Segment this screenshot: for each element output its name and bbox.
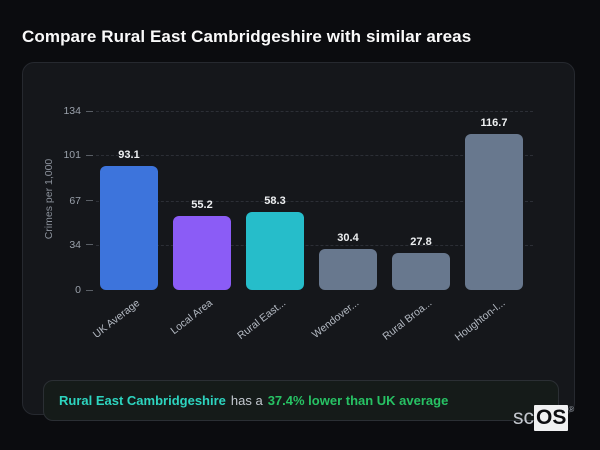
chart-card: Crimes per 1,000 0 34 67 101 134 93.1 UK Avera…: [22, 62, 575, 421]
bar-local-area: [173, 216, 231, 290]
y-tick-label: 67: [69, 194, 81, 207]
y-tick-label: 134: [63, 105, 81, 117]
gridline-34: [96, 244, 533, 246]
registered-trademark-icon: ®: [568, 405, 575, 414]
logo-prefix: sc: [513, 406, 534, 429]
y-tick-67: 67: [23, 193, 93, 209]
y-tick-label: 34: [69, 238, 81, 251]
y-tick-mark: [86, 154, 93, 156]
plot-area: Crimes per 1,000 0 34 67 101 134 93.1 UK Avera…: [23, 63, 574, 414]
x-tick-label-uk-average: UK Average: [90, 297, 143, 341]
bar-houghton-l: [465, 134, 523, 290]
bar-wendover: [319, 249, 377, 290]
y-tick-label: 0: [75, 284, 81, 296]
comparison-note: Rural East Cambridgeshire has a 37.4% lo…: [43, 380, 559, 421]
x-tick-label-houghton-l: Houghton-l...: [452, 297, 508, 344]
page-title: Compare Rural East Cambridgeshire with s…: [22, 27, 472, 46]
y-tick-mark: [86, 244, 93, 246]
scos-logo: sc OS ®: [513, 405, 574, 431]
note-highlight: 37.4% lower than UK average: [267, 393, 449, 408]
bar-value-local-area: 55.2: [191, 199, 213, 212]
note-area-name: Rural East Cambridgeshire: [59, 393, 226, 408]
x-tick-label-local-area: Local Area: [168, 297, 216, 338]
y-tick-0: 0: [23, 282, 93, 298]
bar-value-rural-broa: 27.8: [410, 235, 432, 248]
y-tick-101: 101: [23, 147, 93, 163]
bar-rural-east: [246, 212, 304, 290]
y-tick-134: 134: [23, 103, 93, 119]
y-tick-label: 101: [63, 149, 81, 162]
bar-uk-average: [100, 165, 158, 290]
bar-rural-broa: [392, 252, 450, 290]
gridline-67: [96, 200, 533, 202]
y-tick-mark: [86, 289, 93, 291]
bar-value-uk-average: 93.1: [118, 148, 140, 161]
logo-suffix: OS: [534, 405, 569, 431]
bar-value-wendover: 30.4: [337, 232, 359, 245]
gridline-134: [96, 111, 533, 112]
y-tick-mark: [86, 200, 93, 201]
x-tick-label-wendover: Wendover...: [309, 297, 362, 341]
y-tick-mark: [86, 110, 93, 112]
bar-value-rural-east: 58.3: [264, 195, 286, 208]
gridline-101: [96, 155, 533, 157]
note-connector: has a: [230, 393, 263, 408]
bar-value-houghton-l: 116.7: [480, 117, 508, 130]
y-tick-34: 34: [23, 237, 93, 253]
x-tick-label-rural-broa: Rural Broa...: [380, 297, 435, 343]
x-tick-label-rural-east: Rural East...: [235, 297, 289, 343]
